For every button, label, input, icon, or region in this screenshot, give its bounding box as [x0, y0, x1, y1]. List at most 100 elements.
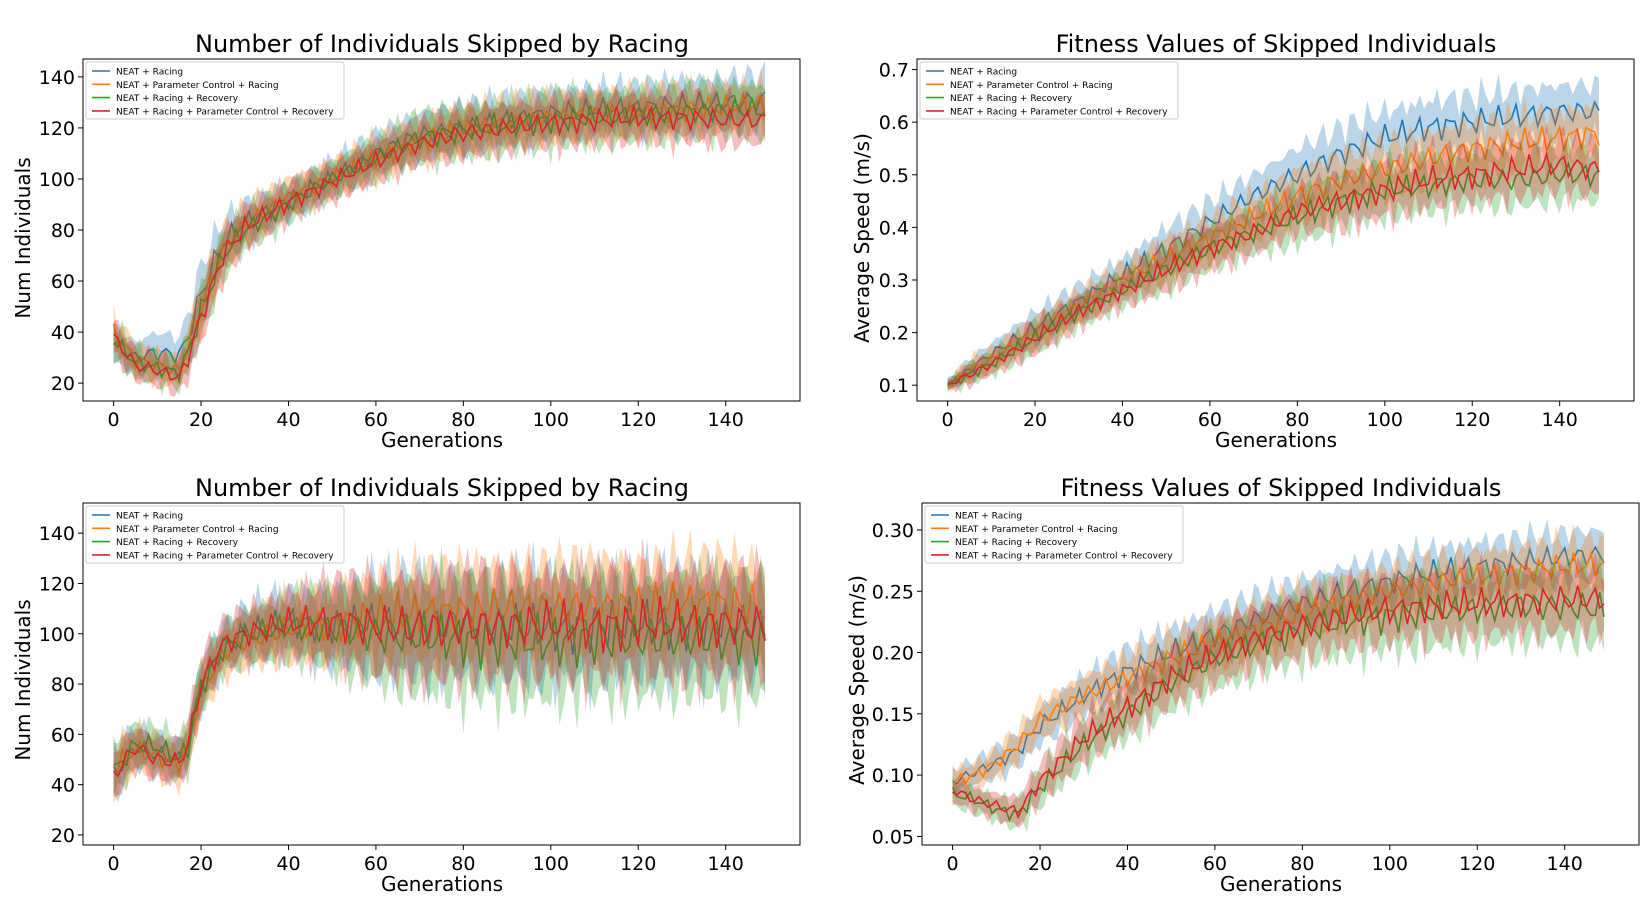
- legend-label: NEAT + Racing + Parameter Control + Reco…: [955, 551, 1173, 561]
- series-band-1: [952, 518, 1604, 799]
- x-tick-label: 120: [1459, 853, 1495, 875]
- y-tick-label: 0.5: [879, 165, 909, 187]
- x-tick-label: 120: [620, 409, 656, 431]
- legend: NEAT + Racing NEAT + Parameter Control + …: [85, 61, 345, 120]
- series-line-4: [113, 104, 766, 381]
- legend: NEAT + Racing NEAT + Parameter Control + …: [919, 61, 1179, 120]
- legend-label: NEAT + Racing: [955, 512, 1022, 522]
- series-line-1: [952, 544, 1605, 785]
- x-axis-label: Generations: [381, 872, 503, 896]
- y-tick-label: 100: [39, 624, 75, 646]
- legend-label: NEAT + Racing + Recovery: [950, 94, 1073, 104]
- series-line-4: [952, 585, 1605, 820]
- legend-label: NEAT + Racing + Parameter Control + Reco…: [116, 551, 334, 561]
- y-axis-label: Num Individuals: [11, 157, 35, 318]
- x-tick-label: 140: [1547, 853, 1583, 875]
- legend-label: NEAT + Racing + Parameter Control + Reco…: [116, 107, 334, 117]
- chart-panel-bottom-left: Number of Individuals Skipped by Racing …: [11, 474, 801, 896]
- y-tick-label: 0.6: [879, 112, 909, 134]
- axes-frame: [82, 502, 801, 846]
- series-band-1: [113, 538, 766, 803]
- series-line-2: [947, 124, 1600, 387]
- y-tick-label: 140: [39, 67, 75, 89]
- y-tick-label: 0.05: [872, 826, 914, 848]
- x-tick-label: 120: [620, 853, 656, 875]
- chart-title: Fitness Values of Skipped Individuals: [1061, 474, 1502, 502]
- legend-label: NEAT + Parameter Control + Racing: [116, 525, 279, 535]
- plot-area: [947, 73, 1600, 394]
- y-tick-label: 80: [51, 220, 75, 242]
- y-tick-label: 0.4: [879, 217, 909, 239]
- series-line-3: [951, 591, 1605, 823]
- legend-label: NEAT + Parameter Control + Racing: [950, 81, 1113, 91]
- plot-area: [112, 528, 766, 804]
- chart-panel-top-left: Number of Individuals Skipped by Racing …: [11, 30, 801, 452]
- x-tick-label: 0: [947, 853, 959, 875]
- x-tick-label: 60: [364, 853, 388, 875]
- x-tick-label: 120: [1454, 409, 1490, 431]
- series-line-4: [112, 596, 766, 778]
- y-tick-label: 40: [51, 775, 75, 797]
- x-tick-label: 20: [1028, 853, 1052, 875]
- series-band-4: [952, 549, 1604, 829]
- axes-frame: [921, 502, 1640, 846]
- x-tick-label: 80: [451, 409, 475, 431]
- series-band-3: [952, 550, 1604, 833]
- y-tick-label: 0.15: [872, 704, 914, 726]
- series-band-2: [113, 528, 766, 804]
- y-axis-label: Average Speed (m/s): [850, 133, 874, 343]
- legend-label: NEAT + Racing + Recovery: [116, 94, 239, 104]
- x-tick-label: 80: [1285, 409, 1309, 431]
- legend-label: NEAT + Racing + Recovery: [116, 538, 239, 548]
- y-tick-label: 0.25: [872, 581, 914, 603]
- x-tick-label: 0: [942, 409, 954, 431]
- x-tick-label: 0: [108, 409, 120, 431]
- chart-title: Fitness Values of Skipped Individuals: [1056, 30, 1497, 58]
- y-tick-label: 0.20: [872, 643, 914, 665]
- chart-panel-top-right: Fitness Values of Skipped Individuals Ge…: [850, 30, 1635, 452]
- y-axis-label: Num Individuals: [11, 599, 35, 760]
- legend-label: NEAT + Racing + Parameter Control + Reco…: [950, 107, 1168, 117]
- y-tick-label: 80: [51, 674, 75, 696]
- y-tick-label: 140: [39, 523, 75, 545]
- plot-area: [951, 518, 1605, 833]
- legend-label: NEAT + Parameter Control + Racing: [116, 81, 279, 91]
- legend-box: [919, 61, 1179, 120]
- y-tick-label: 120: [39, 118, 75, 140]
- y-tick-label: 0.7: [879, 60, 909, 82]
- y-tick-label: 0.2: [879, 323, 909, 345]
- x-tick-label: 60: [364, 409, 388, 431]
- x-tick-label: 140: [708, 409, 744, 431]
- series-band-2: [952, 523, 1604, 799]
- legend-label: NEAT + Parameter Control + Racing: [955, 525, 1118, 535]
- x-tick-label: 140: [708, 853, 744, 875]
- legend-label: NEAT + Racing: [950, 68, 1017, 78]
- series-band-4: [947, 122, 1599, 393]
- y-tick-label: 0.3: [879, 270, 909, 292]
- y-tick-label: 0.1: [879, 375, 909, 397]
- y-tick-label: 0.30: [872, 520, 914, 542]
- x-tick-label: 40: [1110, 409, 1134, 431]
- chart-panel-bottom-right: Fitness Values of Skipped Individuals Ge…: [845, 474, 1640, 896]
- legend-label: NEAT + Racing + Recovery: [955, 538, 1078, 548]
- series-band-4: [113, 537, 766, 797]
- legend-label: NEAT + Racing: [116, 68, 183, 78]
- x-tick-label: 80: [1290, 853, 1314, 875]
- x-axis-label: Generations: [1215, 428, 1337, 452]
- series-band-3: [947, 132, 1599, 394]
- series-line-2: [952, 549, 1605, 785]
- x-tick-label: 20: [189, 853, 213, 875]
- y-tick-label: 0.10: [872, 765, 914, 787]
- axes-frame: [916, 58, 1635, 402]
- chart-title: Number of Individuals Skipped by Racing: [195, 30, 689, 58]
- series-line-3: [113, 610, 766, 767]
- legend-label: NEAT + Racing: [116, 512, 183, 522]
- series-band-3: [113, 545, 766, 796]
- series-band-4: [113, 80, 766, 397]
- y-tick-label: 20: [51, 825, 75, 847]
- series-band-2: [947, 95, 1599, 392]
- x-tick-label: 20: [189, 409, 213, 431]
- x-tick-label: 60: [1203, 853, 1227, 875]
- legend: NEAT + Racing NEAT + Parameter Control + …: [85, 505, 345, 564]
